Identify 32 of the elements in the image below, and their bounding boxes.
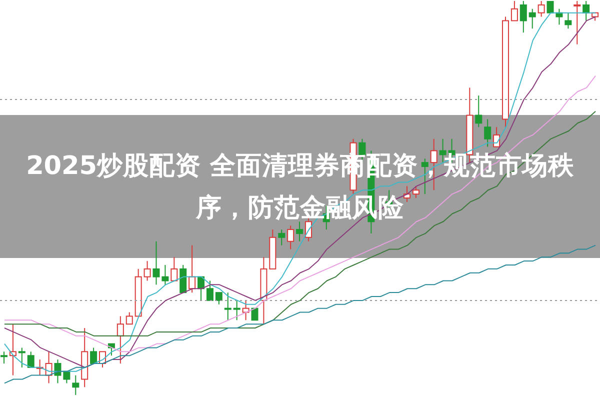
candlestick xyxy=(296,221,304,242)
candlestick xyxy=(224,292,232,321)
candlestick xyxy=(278,229,286,246)
candlestick xyxy=(180,264,187,294)
candlestick xyxy=(430,138,438,191)
candlestick xyxy=(475,95,482,128)
candlestick xyxy=(27,351,34,368)
candlestick xyxy=(206,280,214,301)
candlestick xyxy=(233,300,240,321)
candlestick xyxy=(162,264,169,286)
candlestick xyxy=(520,1,527,34)
candlestick xyxy=(0,351,8,364)
candlestick xyxy=(582,1,590,22)
candlestick xyxy=(152,240,160,286)
candlestick xyxy=(126,312,133,325)
candlestick xyxy=(484,118,492,148)
candlestick xyxy=(574,1,581,45)
candlestick xyxy=(144,260,151,282)
candlestick xyxy=(421,158,428,195)
candlestick xyxy=(116,316,124,364)
candlestick xyxy=(72,374,80,395)
candlestick xyxy=(528,8,536,30)
candlestick xyxy=(90,347,98,364)
candlestick xyxy=(564,12,572,30)
candlestick xyxy=(170,256,178,282)
candlestick xyxy=(18,347,26,368)
candlestick xyxy=(403,186,410,202)
candlestick xyxy=(54,359,62,384)
candlestick xyxy=(493,126,500,148)
candlestick xyxy=(412,186,420,198)
candlestick xyxy=(287,225,294,250)
candlestick xyxy=(215,292,222,305)
